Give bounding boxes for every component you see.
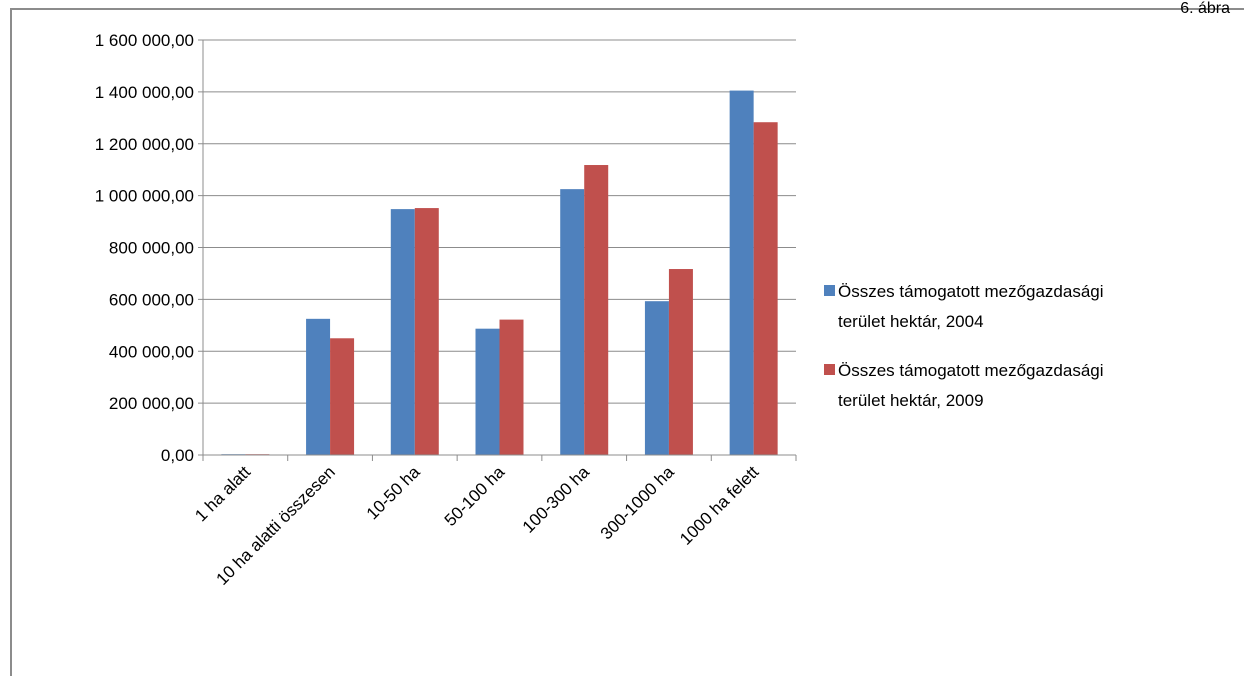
x-tick-label: 10-50 ha (363, 462, 424, 523)
y-tick-label: 400 000,00 (109, 342, 194, 361)
bar-series-1 (306, 318, 331, 455)
x-tick-label: 300-1000 ha (597, 462, 678, 543)
bar-series-1 (390, 209, 415, 455)
bar-series-1 (644, 301, 669, 455)
legend: Összes támogatott mezőgazdasági terület h… (824, 282, 1104, 410)
y-tick-label: 600 000,00 (109, 290, 194, 309)
bar-series-1 (560, 189, 585, 455)
y-tick-label: 1 000 000,00 (95, 187, 194, 206)
y-tick-label: 1 600 000,00 (95, 31, 194, 50)
y-tick-label: 1 400 000,00 (95, 83, 194, 102)
bar-series-2 (584, 165, 609, 456)
bar-series-2 (753, 122, 778, 456)
x-tick-label: 100-300 ha (519, 462, 594, 537)
chart-frame: 6. ábra (10, 0, 1244, 676)
y-tick-label: 800 000,00 (109, 239, 194, 258)
bar-series-2 (499, 319, 524, 455)
figure-label: 6. ábra (1180, 0, 1230, 17)
y-tick-label: 1 200 000,00 (95, 135, 194, 154)
legend-label: Összes támogatott mezőgazdasági (838, 361, 1104, 380)
legend-label: Összes támogatott mezőgazdasági (838, 282, 1104, 301)
bars (221, 90, 778, 456)
bar-series-1 (729, 90, 754, 455)
legend-swatch (824, 285, 835, 296)
bar-series-2 (330, 338, 355, 455)
y-tick-label: 0,00 (161, 446, 194, 465)
gridlines (203, 39, 796, 404)
bar-series-1 (475, 328, 500, 455)
bar-series-2 (668, 269, 693, 455)
x-tick-label: 1000 ha felett (676, 462, 762, 548)
legend-label: terület hektár, 2004 (838, 312, 984, 331)
y-tick-label: 200 000,00 (109, 394, 194, 413)
legend-swatch (824, 364, 835, 375)
x-tick-label: 1 ha alatt (191, 462, 254, 525)
y-axis: 0,00 200 000,00 400 000,00 600 000,00 800 00… (95, 31, 204, 465)
bar-series-2 (414, 208, 439, 455)
legend-label: terület hektár, 2009 (838, 391, 984, 410)
x-tick-label: 50-100 ha (441, 462, 509, 530)
